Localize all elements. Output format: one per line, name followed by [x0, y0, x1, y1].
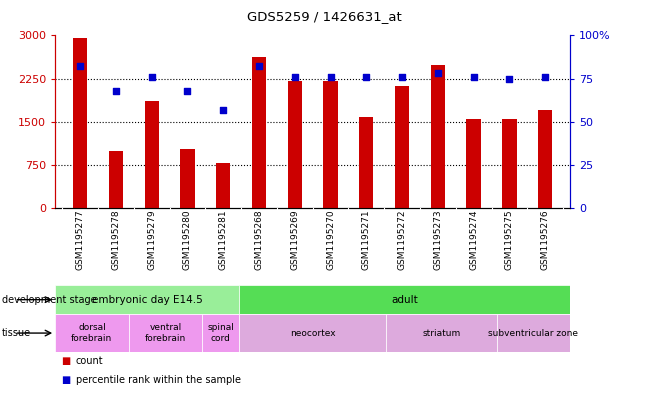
Point — [397, 74, 408, 80]
Bar — [216, 163, 231, 208]
Bar — [323, 81, 338, 208]
Point — [540, 74, 550, 80]
Text: GSM1195271: GSM1195271 — [362, 210, 371, 270]
Point — [218, 107, 228, 113]
Bar — [431, 65, 445, 208]
Point — [504, 75, 515, 82]
Text: GSM1195275: GSM1195275 — [505, 210, 514, 270]
Bar — [386, 314, 496, 352]
Text: GSM1195281: GSM1195281 — [219, 210, 227, 270]
Bar — [467, 119, 481, 208]
Text: GSM1195270: GSM1195270 — [326, 210, 335, 270]
Text: GSM1195280: GSM1195280 — [183, 210, 192, 270]
Text: ventral
forebrain: ventral forebrain — [145, 323, 186, 343]
Bar — [252, 57, 266, 208]
Point — [433, 70, 443, 77]
Bar — [538, 110, 552, 208]
Point — [361, 74, 371, 80]
Text: subventricular zone: subventricular zone — [489, 329, 579, 338]
Text: ■: ■ — [62, 356, 71, 366]
Bar — [55, 285, 239, 314]
Text: GDS5259 / 1426631_at: GDS5259 / 1426631_at — [247, 10, 401, 23]
Bar — [239, 314, 386, 352]
Point — [469, 74, 479, 80]
Bar — [288, 81, 302, 208]
Point — [182, 88, 192, 94]
Point — [146, 74, 157, 80]
Bar — [202, 314, 239, 352]
Bar — [55, 314, 129, 352]
Bar — [359, 117, 373, 208]
Text: development stage: development stage — [2, 295, 97, 305]
Text: GSM1195273: GSM1195273 — [434, 210, 443, 270]
Bar — [239, 285, 570, 314]
Bar — [129, 314, 202, 352]
Text: GSM1195276: GSM1195276 — [540, 210, 550, 270]
Text: GSM1195277: GSM1195277 — [76, 210, 85, 270]
Bar — [502, 119, 516, 208]
Bar — [109, 151, 123, 208]
Point — [290, 74, 300, 80]
Text: GSM1195274: GSM1195274 — [469, 210, 478, 270]
Bar — [145, 101, 159, 208]
Text: GSM1195279: GSM1195279 — [147, 210, 156, 270]
Text: GSM1195278: GSM1195278 — [111, 210, 121, 270]
Text: count: count — [76, 356, 104, 366]
Text: embryonic day E14.5: embryonic day E14.5 — [92, 295, 202, 305]
Text: tissue: tissue — [2, 328, 31, 338]
Text: GSM1195268: GSM1195268 — [255, 210, 264, 270]
Point — [325, 74, 336, 80]
Text: ■: ■ — [62, 375, 71, 385]
Text: striatum: striatum — [422, 329, 461, 338]
Text: GSM1195272: GSM1195272 — [398, 210, 406, 270]
Bar — [73, 38, 87, 208]
Text: adult: adult — [391, 295, 418, 305]
Bar — [395, 86, 410, 208]
Point — [75, 63, 86, 70]
Bar — [496, 314, 570, 352]
Text: spinal
cord: spinal cord — [207, 323, 234, 343]
Text: percentile rank within the sample: percentile rank within the sample — [76, 375, 241, 385]
Bar — [180, 149, 194, 208]
Point — [254, 63, 264, 70]
Point — [111, 88, 121, 94]
Text: GSM1195269: GSM1195269 — [290, 210, 299, 270]
Text: dorsal
forebrain: dorsal forebrain — [71, 323, 113, 343]
Text: neocortex: neocortex — [290, 329, 336, 338]
